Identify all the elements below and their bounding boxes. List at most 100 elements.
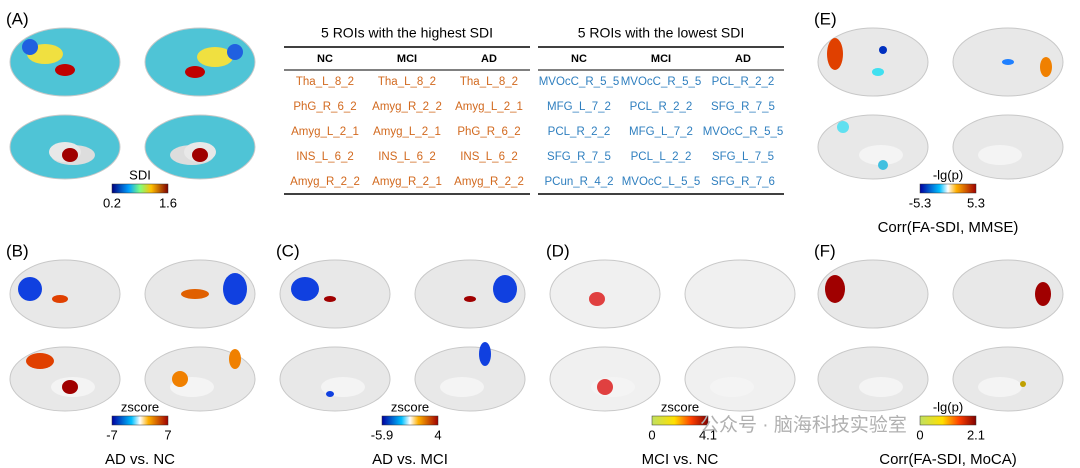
brain-region bbox=[1035, 282, 1051, 306]
brain-region bbox=[192, 148, 208, 162]
brain-region bbox=[185, 66, 205, 78]
panel-caption: Corr(FA-SDI, MMSE) bbox=[878, 219, 1019, 236]
brain-region bbox=[26, 353, 54, 369]
brain-region bbox=[1020, 381, 1026, 387]
brain-region bbox=[1040, 57, 1052, 77]
colorbar bbox=[381, 415, 439, 426]
brain-region bbox=[589, 292, 605, 306]
brain-region bbox=[837, 121, 849, 133]
table-cell: INS_L_6_2 bbox=[296, 151, 354, 163]
brain-medial-wall bbox=[978, 377, 1022, 397]
brain-region bbox=[1002, 59, 1014, 65]
colorbar-title: zscore bbox=[121, 399, 159, 414]
watermark: 公众号 · 脑海科技实验室 bbox=[700, 414, 907, 436]
brain bbox=[9, 27, 121, 97]
table-title: 5 ROIs with the lowest SDI bbox=[578, 25, 745, 41]
table-cell: PCL_L_2_2 bbox=[631, 151, 692, 163]
brain-region bbox=[827, 38, 843, 70]
panel-label: (B) bbox=[6, 241, 29, 260]
brain-medial-wall bbox=[859, 145, 903, 165]
table-cell: Amyg_R_2_2 bbox=[290, 176, 360, 188]
table-cell: PCun_R_4_2 bbox=[544, 176, 613, 188]
colorbar bbox=[111, 415, 169, 426]
colorbar-min: 0.2 bbox=[103, 195, 121, 210]
table-cell: Amyg_L_2_1 bbox=[455, 101, 523, 113]
table-cell: PhG_R_6_2 bbox=[457, 126, 520, 138]
brain bbox=[817, 259, 929, 329]
brain bbox=[952, 259, 1064, 329]
panel-caption: MCI vs. NC bbox=[642, 451, 719, 468]
table-cell: PCL_R_2_2 bbox=[548, 126, 611, 138]
colorbar-min: -5.9 bbox=[371, 427, 393, 442]
colorbar-min: -7 bbox=[106, 427, 118, 442]
table-header: MCI bbox=[651, 53, 671, 65]
colorbar-min: -5.3 bbox=[909, 195, 931, 210]
panel: (D) zscore 0 4.1 MCI vs. NC bbox=[546, 241, 796, 468]
brain-region bbox=[227, 44, 243, 60]
table-header: NC bbox=[317, 53, 333, 65]
brain-region bbox=[22, 39, 38, 55]
table-cell: MFG_L_7_2 bbox=[547, 101, 611, 113]
table-cell: Amyg_R_2_1 bbox=[372, 176, 442, 188]
brain-region bbox=[172, 371, 188, 387]
table-cell: Tha_L_8_2 bbox=[378, 76, 436, 88]
colorbar-max: 2.1 bbox=[967, 427, 985, 442]
brain-region bbox=[324, 296, 336, 302]
table-cell: SFG_L_7_5 bbox=[712, 151, 774, 163]
table-cell: Amyg_R_2_2 bbox=[372, 101, 442, 113]
colorbar-max: 7 bbox=[164, 427, 171, 442]
brain-region bbox=[597, 379, 613, 395]
brain bbox=[817, 27, 929, 97]
panel-label: (F) bbox=[814, 241, 836, 260]
colorbar bbox=[919, 415, 977, 426]
brain-region bbox=[326, 391, 334, 397]
brain bbox=[414, 259, 526, 329]
table-header: AD bbox=[481, 53, 497, 65]
brain-medial-wall bbox=[710, 377, 754, 397]
colorbar-max: 5.3 bbox=[967, 195, 985, 210]
panel: (C) zscore -5.9 4 AD vs. MCI bbox=[276, 241, 526, 468]
table-header: AD bbox=[735, 53, 751, 65]
colorbar-max: 4.1 bbox=[699, 427, 717, 442]
brain-region bbox=[493, 275, 517, 303]
brain bbox=[279, 259, 391, 329]
brain-region bbox=[229, 349, 241, 369]
panel: (A) SDI 0.2 1.6 bbox=[6, 9, 256, 210]
table-cell: SFG_R_7_6 bbox=[711, 176, 775, 188]
brain-region bbox=[223, 273, 247, 305]
panel-label: (D) bbox=[546, 241, 570, 260]
table-cell: PhG_R_6_2 bbox=[293, 101, 356, 113]
brain-region bbox=[55, 64, 75, 76]
brain-region bbox=[878, 160, 888, 170]
panel: (B) zscore-7 7 AD vs. NC bbox=[6, 241, 256, 468]
brain bbox=[684, 259, 796, 329]
table-cell: PCL_R_2_2 bbox=[630, 101, 693, 113]
brain-region bbox=[872, 68, 884, 76]
table-header: MCI bbox=[397, 53, 417, 65]
colorbar bbox=[111, 183, 169, 194]
table-cell: MFG_L_7_2 bbox=[629, 126, 693, 138]
panel-caption: Corr(FA-SDI, MoCA) bbox=[879, 451, 1017, 468]
brain-region bbox=[62, 380, 78, 394]
table-title: 5 ROIs with the highest SDI bbox=[321, 25, 493, 41]
brain-region bbox=[62, 148, 78, 162]
colorbar-min: 0 bbox=[648, 427, 655, 442]
table-cell: INS_L_6_2 bbox=[378, 151, 436, 163]
panel-label: (A) bbox=[6, 9, 29, 28]
table-cell: Tha_L_8_2 bbox=[296, 76, 354, 88]
brain-medial-wall bbox=[440, 377, 484, 397]
panel: (E) -lg(p)-5.3 5.3 Corr(FA-SDI, MMSE) bbox=[814, 9, 1064, 236]
brain-region bbox=[879, 46, 887, 54]
colorbar-max: 1.6 bbox=[159, 195, 177, 210]
panel-caption: AD vs. MCI bbox=[372, 451, 448, 468]
table-header: NC bbox=[571, 53, 587, 65]
brain-region bbox=[825, 275, 845, 303]
table-cell: Amyg_L_2_1 bbox=[373, 126, 441, 138]
colorbar-title: -lg(p) bbox=[933, 167, 963, 182]
table-cell: Amyg_R_2_2 bbox=[454, 176, 524, 188]
brain-region bbox=[181, 289, 209, 299]
colorbar-max: 4 bbox=[434, 427, 441, 442]
table-cell: MVOcC_R_5_5 bbox=[621, 76, 702, 88]
panel-caption: AD vs. NC bbox=[105, 451, 175, 468]
